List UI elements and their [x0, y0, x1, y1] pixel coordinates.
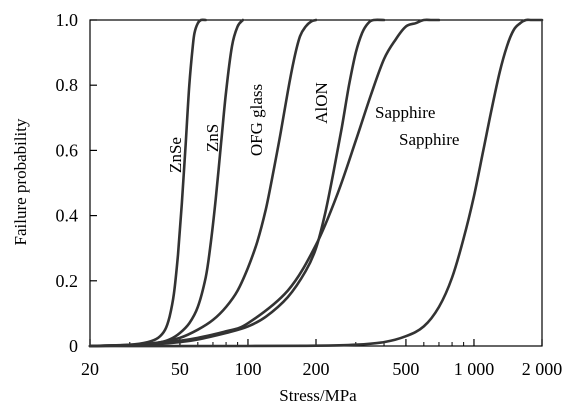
series-line-sapphire-5	[88, 18, 544, 348]
x-tick-label: 100	[234, 359, 261, 379]
series-line-alon-3	[88, 18, 386, 348]
y-tick-label: 0.6	[56, 140, 79, 160]
series-curves	[88, 18, 544, 348]
curve-label-sapphire-5: Sapphire	[399, 130, 459, 149]
x-tick-label: 2 000	[522, 359, 563, 379]
x-tick-label: 500	[392, 359, 419, 379]
y-tick-label: 1.0	[56, 10, 79, 30]
plot-area-border	[89, 19, 543, 347]
y-tick-label: 0.8	[56, 75, 79, 95]
x-axis-label: Stress/MPa	[279, 386, 357, 405]
x-tick-label: 50	[171, 359, 189, 379]
series-line-sapphire-4	[88, 18, 441, 348]
curve-label-znse-0: ZnSe	[166, 137, 185, 173]
y-axis-ticks: 0 0.2 0.4 0.6 0.8 1.0	[56, 10, 97, 356]
x-tick-label: 20	[81, 359, 99, 379]
curve-labels: ZnSe ZnS OFG glass AlON Sapphire Sapphire	[166, 82, 459, 173]
series-line-zns-1	[88, 18, 245, 348]
curve-label-zns-1: ZnS	[203, 124, 222, 152]
y-axis-label: Failure probability	[11, 118, 30, 246]
series-line-ofg-glass-2	[88, 18, 318, 348]
y-tick-label: 0	[69, 336, 78, 356]
y-tick-label: 0.2	[56, 271, 79, 291]
curve-label-sapphire-4: Sapphire	[375, 103, 435, 122]
series-line-znse-0	[88, 18, 207, 348]
y-tick-label: 0.4	[56, 206, 79, 226]
x-tick-label: 200	[303, 359, 330, 379]
curve-label-ofg-glass-2: OFG glass	[247, 84, 266, 156]
curve-label-alon-3: AlON	[312, 82, 331, 124]
plot-frame	[89, 19, 543, 347]
x-tick-label: 1 000	[454, 359, 495, 379]
